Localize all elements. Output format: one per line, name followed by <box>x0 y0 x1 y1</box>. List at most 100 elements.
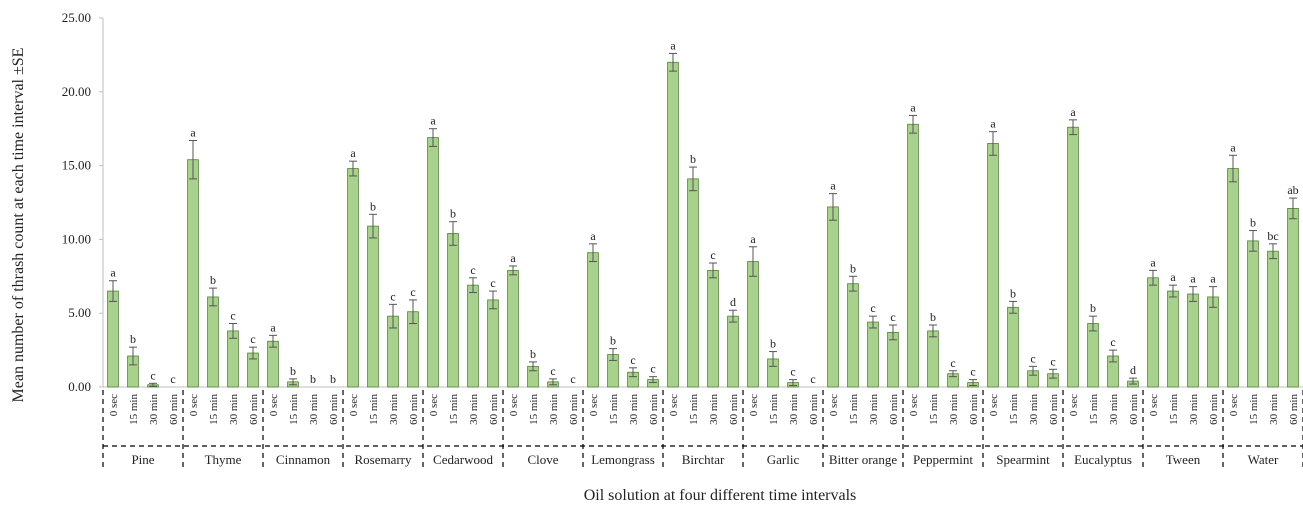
x-tick-label: 60 min <box>1208 394 1220 425</box>
x-tick-label: 0 sec <box>348 394 360 416</box>
group-label: Rosemarry <box>354 452 412 467</box>
significance-letter: b <box>450 207 456 221</box>
x-tick-label: 0 sec <box>1068 394 1080 416</box>
significance-letter: c <box>1110 335 1115 349</box>
group-label: Peppermint <box>913 452 973 467</box>
x-tick-label: 0 sec <box>108 394 120 416</box>
x-tick-label: 15 min <box>448 394 460 425</box>
significance-letter: a <box>750 232 756 246</box>
x-tick-label: 30 min <box>708 394 720 425</box>
group-label: Tween <box>1166 452 1201 467</box>
x-tick-label: 60 min <box>168 394 180 425</box>
group-label: Eucalyptus <box>1074 452 1132 467</box>
x-tick-label: 0 sec <box>428 394 440 416</box>
significance-letter: c <box>470 263 475 277</box>
x-tick-label: 60 min <box>728 394 740 425</box>
x-tick-label: 15 min <box>608 394 620 425</box>
significance-letter: b <box>770 337 776 351</box>
x-tick-label: 0 sec <box>988 394 1000 416</box>
x-tick-label: 30 min <box>228 394 240 425</box>
x-tick-label: 60 min <box>328 394 340 425</box>
significance-letter: c <box>170 372 175 386</box>
significance-letter: c <box>150 368 155 382</box>
x-axis-label: Oil solution at four different time inte… <box>584 487 857 504</box>
bar <box>987 143 999 388</box>
x-tick-label: 60 min <box>568 394 580 425</box>
x-tick-label: 0 sec <box>1148 394 1160 416</box>
bar <box>1187 293 1199 388</box>
bar <box>1207 296 1219 388</box>
plot-area: 0.00 5.00 10.00 15.00 20.00 25.00 a 0 sec b 15 mi… <box>62 10 1303 470</box>
x-tick-label: 30 min <box>468 394 480 425</box>
bar <box>927 330 939 388</box>
x-tick-label: 0 sec <box>588 394 600 416</box>
significance-letter: c <box>490 276 495 290</box>
significance-letter: c <box>230 309 235 323</box>
significance-letter: a <box>1070 105 1076 119</box>
significance-letter: a <box>190 126 196 140</box>
bar <box>1247 240 1259 388</box>
x-tick-label: 0 sec <box>188 394 200 416</box>
x-tick-label: 30 min <box>788 394 800 425</box>
bar <box>187 159 199 388</box>
significance-letter: c <box>250 332 255 346</box>
significance-letter: a <box>590 229 596 243</box>
bar <box>847 283 859 388</box>
bar <box>487 299 499 388</box>
significance-letter: c <box>710 248 715 262</box>
significance-letter: c <box>570 372 575 386</box>
bar <box>1227 168 1239 388</box>
significance-letter: b <box>530 347 536 361</box>
x-tick-label: 15 min <box>768 394 780 425</box>
group-label: Thyme <box>205 452 242 467</box>
bar <box>707 269 719 388</box>
x-tick-label: 60 min <box>1128 394 1140 425</box>
group-label: Water <box>1248 452 1279 467</box>
group-label: Lemongrass <box>591 452 655 467</box>
x-tick-label: 15 min <box>928 394 940 425</box>
x-tick-label: 15 min <box>128 394 140 425</box>
group-label: Spearmint <box>996 452 1050 467</box>
y-tick-label: 15.00 <box>62 158 91 173</box>
x-tick-label: 30 min <box>1108 394 1120 425</box>
significance-letter: a <box>350 146 356 160</box>
x-tick-label: 15 min <box>208 394 220 425</box>
x-tick-label: 60 min <box>888 394 900 425</box>
significance-letter: c <box>870 301 875 315</box>
significance-letter: b <box>210 273 216 287</box>
x-tick-label: 30 min <box>948 394 960 425</box>
x-tick-label: 0 sec <box>268 394 280 416</box>
bar <box>1147 277 1159 388</box>
x-tick-label: 60 min <box>408 394 420 425</box>
significance-letter: b <box>610 334 616 348</box>
x-tick-label: 60 min <box>1048 394 1060 425</box>
bar <box>907 123 919 388</box>
x-tick-label: 30 min <box>308 394 320 425</box>
significance-letter: b <box>1090 301 1096 315</box>
group-label: Bitter orange <box>829 452 897 467</box>
bar <box>1167 290 1179 388</box>
x-tick-label: 30 min <box>148 394 160 425</box>
x-tick-label: 0 sec <box>908 394 920 416</box>
bar <box>227 330 239 388</box>
significance-letter: ab <box>1287 183 1298 197</box>
bar <box>667 61 679 388</box>
significance-letter: a <box>1190 272 1196 286</box>
significance-letter: b <box>330 372 336 386</box>
y-tick-label: 20.00 <box>62 84 91 99</box>
x-tick-label: 30 min <box>548 394 560 425</box>
x-tick-label: 15 min <box>1168 394 1180 425</box>
group-label: Cedarwood <box>433 452 493 467</box>
x-tick-label: 60 min <box>968 394 980 425</box>
y-tick-label: 0.00 <box>68 379 91 394</box>
bar <box>207 296 219 388</box>
significance-letter: b <box>850 261 856 275</box>
significance-letter: c <box>950 356 955 370</box>
significance-letter: a <box>670 38 676 52</box>
x-tick-label: 60 min <box>248 394 260 425</box>
x-tick-label: 0 sec <box>508 394 520 416</box>
x-tick-label: 30 min <box>868 394 880 425</box>
group-label: Pine <box>131 452 154 467</box>
bar <box>747 261 759 388</box>
significance-letter: a <box>910 100 916 114</box>
